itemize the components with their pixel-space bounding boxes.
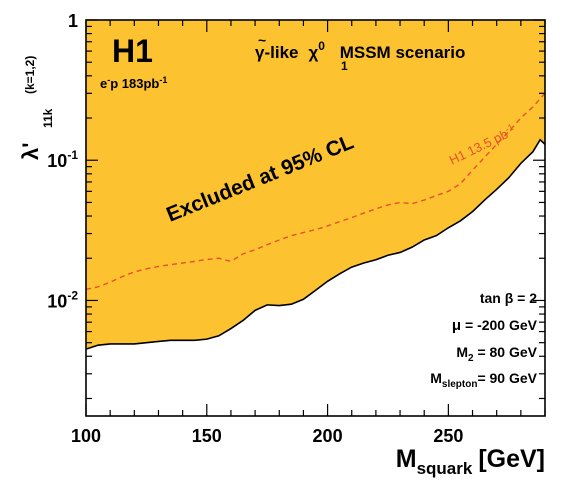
y-tick-label: 10-2 xyxy=(47,288,78,311)
y-tick-label: 10-1 xyxy=(47,148,78,171)
x-axis-title: Msquark [GeV] xyxy=(396,445,545,478)
previous-limit-curve xyxy=(85,92,546,291)
y-axis-title: λ' 11k (k=1,2) xyxy=(18,56,55,160)
axes: 100 150 200 250 10-2 10-1 1 xyxy=(47,11,546,446)
limit-curve xyxy=(85,138,546,350)
plot-area xyxy=(85,20,546,350)
y-tick-label: 1 xyxy=(68,11,78,31)
x-tick-label: 200 xyxy=(313,426,343,446)
param-mslepton: Mslepton= 90 GeV xyxy=(430,370,537,390)
svg-text:11k: 11k xyxy=(41,108,55,128)
scenario-tilde: ~ xyxy=(258,32,266,48)
plot-frame xyxy=(85,19,546,417)
experiment-label: H1 xyxy=(112,33,153,69)
scenario-label: γ-like χ0 MSSM scenario xyxy=(255,35,465,62)
x-tick-label: 100 xyxy=(71,426,101,446)
param-m2: M2 = 80 GeV xyxy=(456,344,537,364)
luminosity-label: e-p 183pb-1 xyxy=(100,75,167,91)
scenario-chi-sub: 1 xyxy=(341,59,348,73)
x-tick-label: 250 xyxy=(433,426,463,446)
svg-text:(k=1,2): (k=1,2) xyxy=(23,56,37,94)
svg-text:λ': λ' xyxy=(18,143,43,160)
param-tanbeta: tan β = 2 xyxy=(480,290,537,306)
excluded-region xyxy=(86,20,545,350)
x-tick-label: 150 xyxy=(192,426,222,446)
param-mu: μ = -200 GeV xyxy=(452,317,538,334)
